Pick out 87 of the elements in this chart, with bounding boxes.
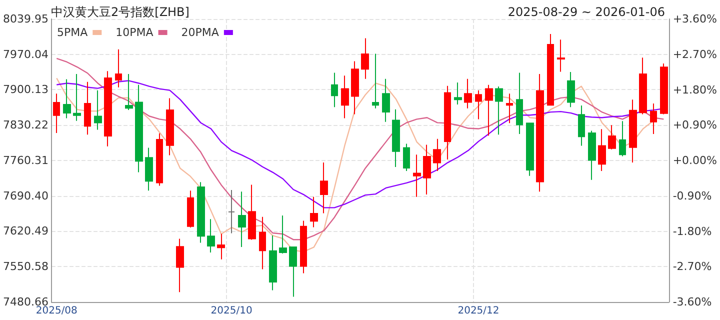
y2-tick-label: -1.80% <box>672 224 712 238</box>
candlestick <box>578 104 585 146</box>
candlestick <box>516 72 523 134</box>
candlestick <box>94 90 102 130</box>
candlestick <box>423 144 431 196</box>
candlestick <box>115 48 122 88</box>
candlestick <box>248 184 256 240</box>
y-tick-label: 7760.31 <box>2 154 48 167</box>
candlestick <box>310 196 318 228</box>
candlestick <box>73 74 81 122</box>
candlestick <box>197 182 205 244</box>
candlestick <box>475 90 482 120</box>
y-tick-label: 7690.40 <box>2 189 48 202</box>
chart-title: 中汉黄大豆2号指数[ZHB] <box>51 5 190 19</box>
candlestick <box>629 99 637 163</box>
y-tick-label: 7550.58 <box>2 260 48 274</box>
candlestick <box>125 74 133 111</box>
candlestick <box>320 162 328 214</box>
legend-label: 10PMA <box>116 26 154 39</box>
y2-tick-label: -3.60% <box>672 296 712 308</box>
y2-tick-label: +2.70% <box>672 48 718 61</box>
y2-tick-label: +3.60% <box>672 12 718 26</box>
candlestick <box>269 234 277 291</box>
candlestick <box>650 103 657 134</box>
y-tick-label: 7620.49 <box>2 224 48 238</box>
candlestick <box>156 132 163 186</box>
candlestick <box>588 130 596 180</box>
y2-tick-label: -0.90% <box>672 189 712 202</box>
candlestick <box>444 85 451 160</box>
x-tick-label: 2025/10 <box>210 306 252 316</box>
candlestick <box>361 38 369 80</box>
candlestick <box>63 78 71 119</box>
candlestick <box>145 147 153 192</box>
candlestick <box>403 143 410 172</box>
candlestick <box>392 108 400 168</box>
y-tick-label: 7970.04 <box>2 48 48 61</box>
candlestick <box>413 154 421 198</box>
candlestick <box>238 191 246 248</box>
candlestick <box>495 86 503 136</box>
candlestick <box>187 190 194 228</box>
legend-label: 20PMA <box>181 26 220 39</box>
candlestick <box>485 84 493 136</box>
candlestick <box>104 70 112 147</box>
candlestick <box>289 246 297 298</box>
candlestick <box>536 74 544 192</box>
candlestick <box>608 124 616 150</box>
candlestick <box>619 120 626 157</box>
candlestick <box>300 220 307 274</box>
candlestick <box>567 72 575 108</box>
line-series <box>56 58 664 240</box>
candlestick <box>207 218 215 254</box>
candlestick <box>526 122 534 176</box>
candlestick <box>351 60 359 115</box>
candlestick <box>331 72 338 108</box>
candlestick <box>547 34 554 106</box>
candlestick <box>341 75 349 119</box>
candlestick <box>454 82 462 105</box>
candlestick <box>598 128 606 172</box>
candlestick <box>53 93 60 134</box>
y-tick-label: 8039.95 <box>2 12 48 26</box>
y2-tick-label: +1.80% <box>672 83 718 96</box>
candlestick <box>84 81 91 136</box>
candlestick <box>372 53 379 109</box>
candlestick <box>279 215 287 254</box>
candlestick <box>166 98 174 156</box>
candlestick <box>217 233 225 260</box>
legend-label: 5PMA <box>56 26 88 39</box>
candlestick <box>639 57 647 115</box>
candlestick <box>433 138 441 172</box>
candlestick <box>259 216 266 270</box>
y-tick-label: 7900.13 <box>2 83 48 96</box>
x-tick-label: 2025/08 <box>36 306 78 316</box>
x-tick-label: 2025/12 <box>458 306 500 316</box>
candlestick <box>506 93 513 124</box>
y2-tick-label: -2.70% <box>672 260 712 274</box>
candlestick <box>464 78 472 109</box>
candlestick <box>557 39 565 72</box>
y2-tick-label: +0.90% <box>672 118 718 132</box>
y2-tick-label: +0.00% <box>672 154 718 167</box>
candlestick <box>660 63 668 115</box>
candlestick <box>135 84 143 173</box>
candlestick <box>382 78 390 122</box>
line-series <box>56 78 654 252</box>
candlestick <box>176 238 184 293</box>
chart-subtitle: 2025-08-29 ~ 2026-01-06 <box>508 5 666 19</box>
y-tick-label: 7830.22 <box>2 118 48 132</box>
candlestick <box>228 189 235 234</box>
